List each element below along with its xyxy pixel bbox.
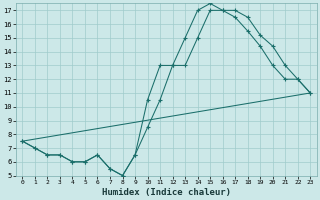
X-axis label: Humidex (Indice chaleur): Humidex (Indice chaleur) <box>102 188 231 197</box>
